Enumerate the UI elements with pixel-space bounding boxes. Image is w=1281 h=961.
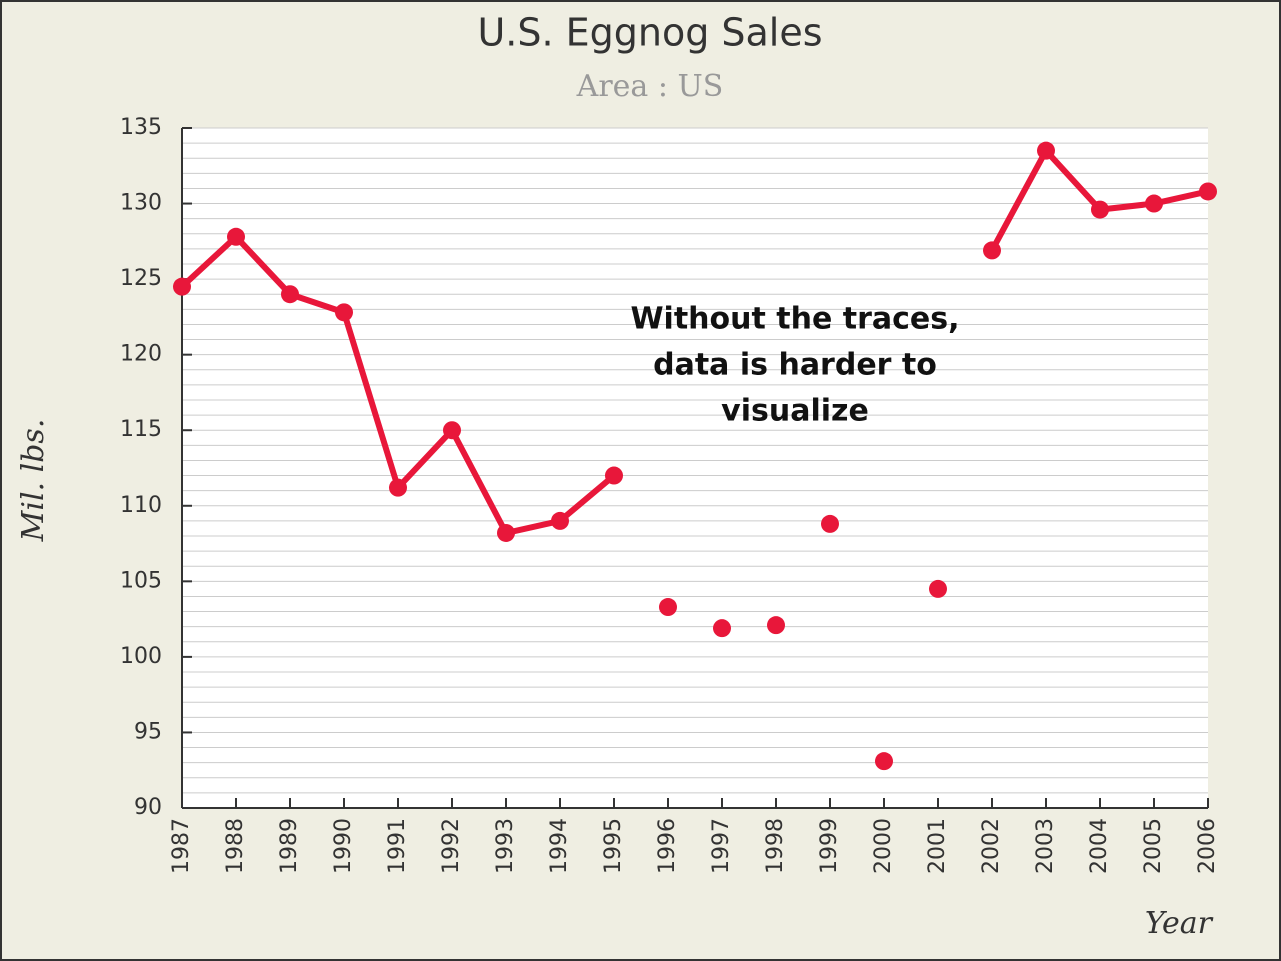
x-tick-label: 2001 [925, 818, 950, 874]
y-axis-label: Mil. lbs. [16, 419, 51, 543]
chart-title: U.S. Eggnog Sales [477, 11, 822, 55]
x-tick-label: 1988 [223, 818, 248, 874]
data-point [659, 598, 677, 617]
y-tick-label: 125 [120, 266, 162, 291]
plot-area [182, 128, 1208, 808]
x-tick-label: 1998 [763, 818, 788, 874]
y-tick-label: 120 [120, 342, 162, 367]
annotation: visualize [721, 394, 869, 429]
x-tick-label: 1990 [331, 818, 356, 874]
x-tick-label: 1994 [547, 818, 572, 874]
x-tick-label: 1995 [601, 818, 626, 874]
data-point [875, 752, 893, 771]
data-point [1199, 182, 1217, 201]
x-tick-label: 2000 [871, 818, 896, 874]
x-tick-label: 2003 [1033, 818, 1058, 874]
x-axis-label: Year [1145, 906, 1214, 941]
y-tick-label: 135 [120, 115, 162, 140]
x-tick-label: 2002 [979, 818, 1004, 874]
data-point [767, 616, 785, 635]
x-tick-label: 1997 [709, 818, 734, 874]
x-tick-label: 1992 [439, 818, 464, 874]
y-tick-label: 100 [120, 644, 162, 669]
data-point [281, 285, 299, 304]
y-tick-label: 130 [120, 191, 162, 216]
data-point [227, 227, 245, 246]
data-point [1145, 194, 1163, 213]
data-point [443, 421, 461, 440]
y-tick-label: 110 [120, 493, 162, 518]
x-tick-label: 1999 [817, 818, 842, 874]
data-point [983, 241, 1001, 260]
y-tick-label: 95 [134, 719, 162, 744]
x-tick-label: 1987 [169, 818, 194, 874]
data-point [173, 277, 191, 296]
x-tick-label: 1996 [655, 818, 680, 874]
data-point [713, 619, 731, 638]
x-tick-label: 1989 [277, 818, 302, 874]
data-point [551, 511, 569, 530]
data-point [821, 514, 839, 533]
chart-subtitle: Area : US [576, 69, 724, 104]
x-tick-label: 1991 [385, 818, 410, 874]
y-tick-label: 90 [134, 795, 162, 820]
data-point [335, 303, 353, 322]
y-tick-label: 105 [120, 568, 162, 593]
x-tick-label: 1993 [493, 818, 518, 874]
data-point [497, 523, 515, 542]
x-tick-label: 2006 [1195, 818, 1220, 874]
data-point [929, 579, 947, 598]
x-tick-label: 2004 [1087, 818, 1112, 874]
annotation: Without the traces, [630, 302, 959, 337]
annotation: data is harder to [653, 348, 937, 383]
data-point [1037, 141, 1055, 160]
data-point [389, 478, 407, 497]
data-point [605, 466, 623, 485]
y-tick-label: 115 [120, 417, 162, 442]
data-point [1091, 200, 1109, 219]
x-tick-label: 2005 [1141, 818, 1166, 874]
